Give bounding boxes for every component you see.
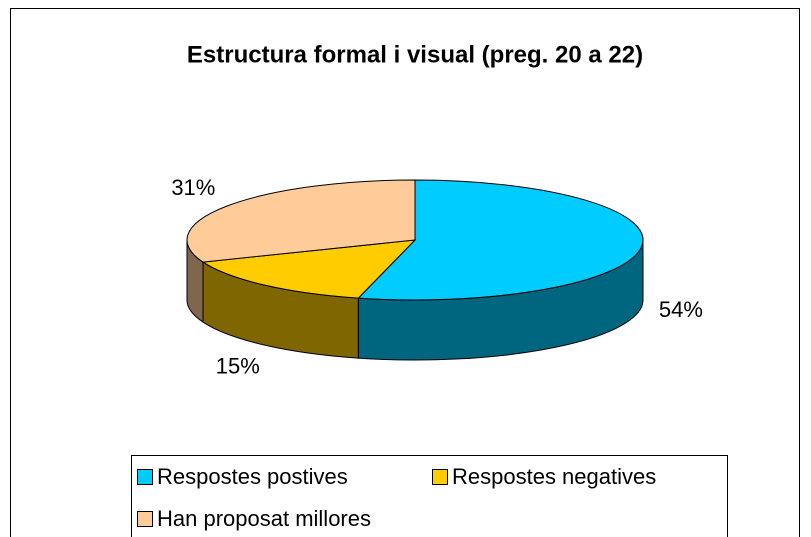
legend-label: Respostes postives xyxy=(157,464,348,489)
legend-label: Respostes negatives xyxy=(452,464,656,489)
data-label: 54% xyxy=(659,297,703,322)
data-label: 31% xyxy=(171,175,215,200)
legend-swatch xyxy=(432,469,448,485)
slice xyxy=(186,179,416,263)
legend-label: Han proposat millores xyxy=(157,506,371,531)
chart-title: Estructura formal i visual (preg. 20 a 2… xyxy=(187,41,643,68)
data-label: 15% xyxy=(216,353,260,378)
slice xyxy=(201,239,417,299)
slice xyxy=(357,179,644,301)
legend-swatch xyxy=(137,511,153,527)
legend-swatch xyxy=(137,469,153,485)
legend-box xyxy=(131,455,728,537)
